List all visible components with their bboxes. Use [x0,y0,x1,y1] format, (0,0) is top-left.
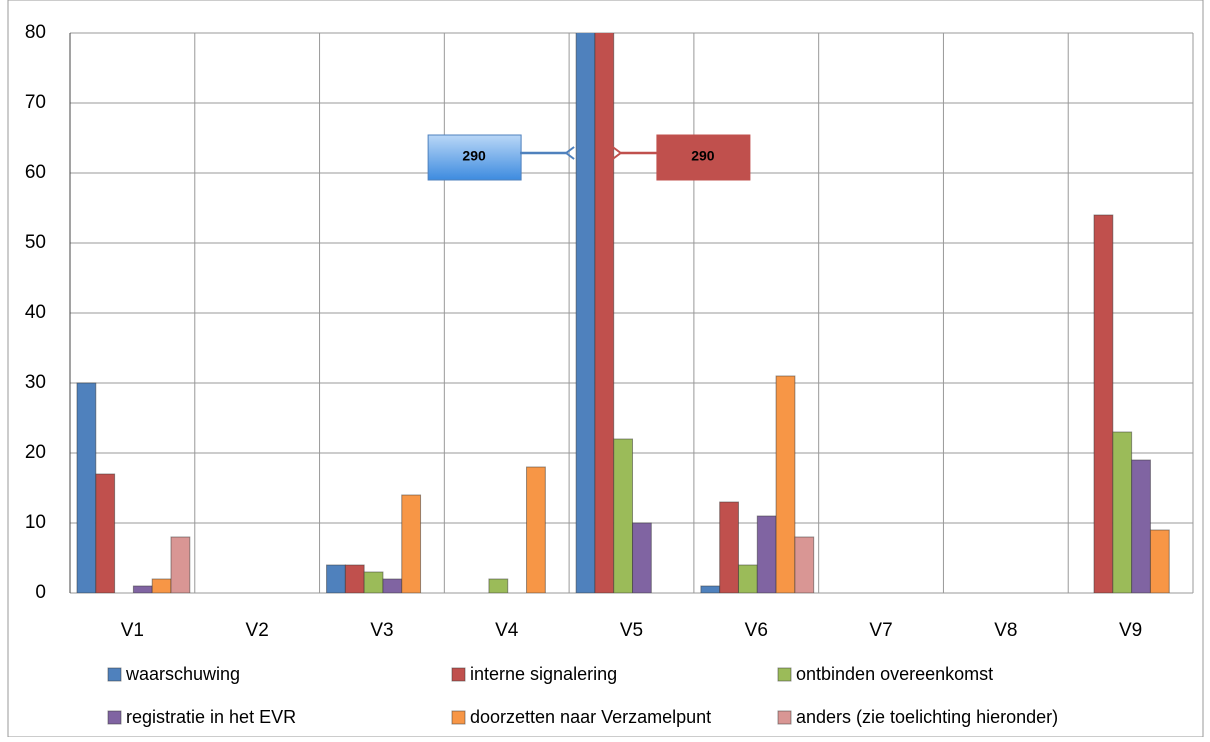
legend-swatch [451,710,466,725]
x-tick-label: V6 [745,620,768,641]
x-tick-label: V3 [370,620,393,641]
y-tick-label: 60 [25,162,46,183]
bar [594,33,615,593]
callout-box [656,134,751,181]
y-tick-label: 50 [25,232,46,253]
bar [151,578,172,593]
x-tick-label: V2 [246,620,269,641]
legend-label: waarschuwing [125,664,240,684]
x-tick-label: V9 [1119,620,1142,641]
bar [363,571,384,593]
y-tick-label: 10 [25,512,46,533]
x-tick-label: V7 [869,620,892,641]
legend-swatch [777,667,792,682]
y-tick-label: 80 [25,22,46,43]
bar [1149,529,1170,593]
bar [401,494,422,593]
callout-label: 290 [462,148,486,164]
bar [632,522,652,593]
bars [76,33,1170,593]
bar [794,536,815,593]
bar [326,564,346,593]
legend-label: doorzetten naar Verzamelpunt [470,707,711,727]
bar [775,375,796,593]
y-tick-label: 20 [25,442,46,463]
y-tick-label: 0 [35,582,46,603]
bar [132,585,153,593]
bar [1112,431,1133,593]
bar [170,536,191,593]
x-tick-label: V5 [620,620,643,641]
legend-label: interne signalering [470,664,617,684]
legend-label: anders (zie toelichting hieronder) [796,707,1058,727]
x-tick-label: V4 [495,620,519,641]
legend-swatch [107,667,122,682]
legend-label: registratie in het EVR [126,707,296,727]
bar [700,585,721,593]
bar [488,578,509,593]
bar [382,578,403,593]
y-tick-label: 30 [25,372,46,393]
bar [737,564,758,593]
callout-arrowhead [612,146,623,160]
bar [344,564,365,593]
legend-label: ontbinden overeenkomst [796,664,993,684]
callout-arrowhead [564,146,575,160]
y-tick-label: 40 [25,302,46,323]
bar [526,466,546,593]
bar [76,382,97,593]
bar [95,473,116,593]
bar [1131,459,1151,593]
y-tick-label: 70 [25,92,46,113]
bar [719,501,739,593]
bar [1093,214,1114,593]
callout-box [427,134,522,181]
bar [575,33,596,593]
legend-swatch [451,667,466,682]
legend-swatch [107,710,122,725]
bar [756,515,777,593]
x-tick-label: V8 [994,620,1017,641]
legend-swatch [777,710,792,725]
bar [613,438,634,593]
x-tick-label: V1 [121,620,144,641]
callout-label: 290 [691,148,715,164]
